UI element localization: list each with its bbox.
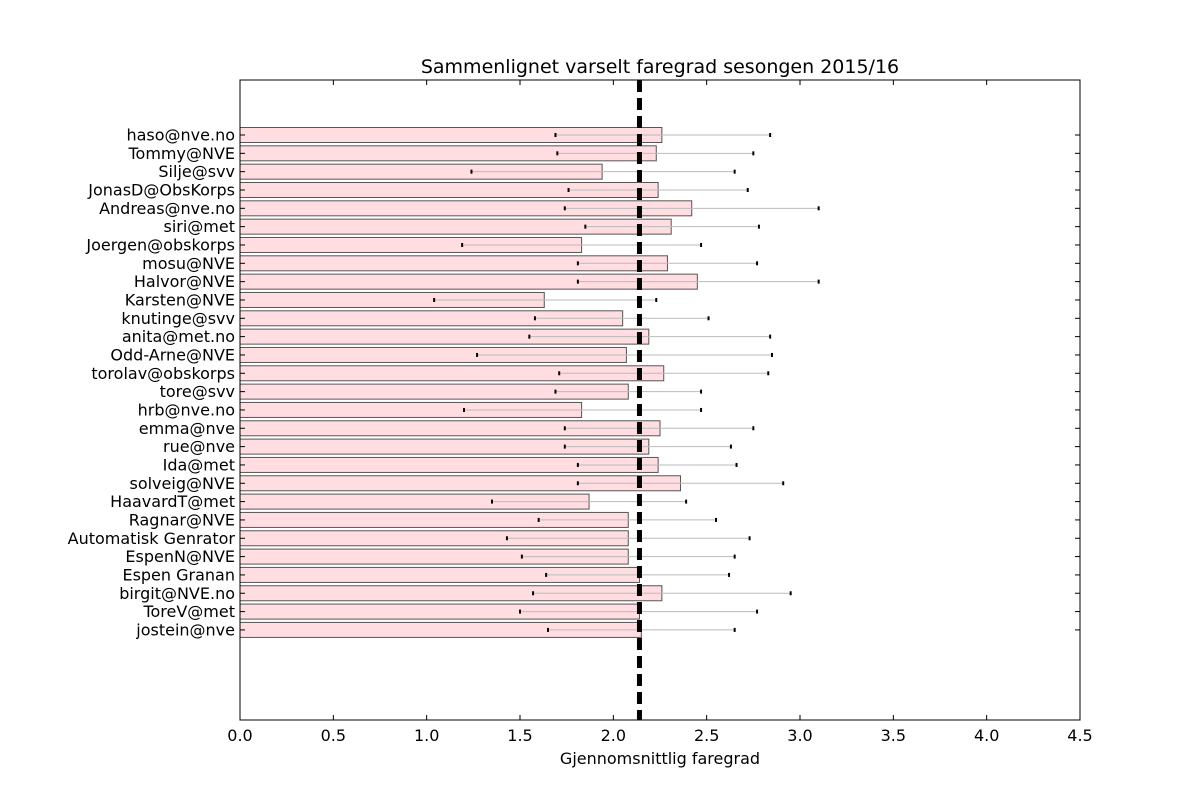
y-tick-label: Karsten@NVE [125, 290, 235, 309]
x-tick-label: 2.0 [601, 726, 626, 745]
y-tick-label: Halvor@NVE [134, 272, 235, 291]
y-tick-label: Joergen@obskorps [85, 235, 235, 254]
y-tick-label: Tommy@NVE [127, 144, 235, 163]
y-tick-label: rue@nve [163, 437, 235, 456]
x-tick-label: 1.5 [507, 726, 532, 745]
y-axis: haso@nve.noTommy@NVESilje@svvJonasD@ObsK… [68, 126, 1080, 639]
y-tick-label: JonasD@ObsKorps [87, 180, 235, 199]
y-tick-label: haso@nve.no [126, 126, 235, 145]
x-axis: 0.0 0.5 1.0 1.5 2.0 2.5 3.0 3.5 4.0 4.5 [227, 80, 1093, 745]
y-tick-label: HaavardT@met [110, 492, 235, 511]
y-tick-label: anita@met.no [122, 327, 235, 346]
x-tick-label: 2.5 [694, 726, 719, 745]
y-tick-label: emma@nve [139, 419, 235, 438]
y-tick-label: solveig@NVE [129, 474, 235, 493]
chart-title: Sammenlignet varselt faregrad sesongen 2… [421, 56, 899, 78]
x-tick-label: 4.0 [974, 726, 999, 745]
y-tick-label: Ragnar@NVE [129, 510, 235, 529]
y-tick-label: knutinge@svv [121, 309, 235, 328]
x-tick-label: 3.5 [881, 726, 906, 745]
plot-frame [239, 79, 1081, 721]
y-tick-label: birgit@NVE.no [119, 584, 235, 603]
y-tick-label: Espen Granan [122, 565, 235, 584]
x-tick-label: 0.0 [227, 726, 252, 745]
x-axis-label: Gjennomsnittlig faregrad [560, 749, 760, 768]
y-tick-label: siri@met [163, 217, 235, 236]
y-tick-label: Silje@svv [158, 162, 235, 181]
y-tick-label: jostein@nve [135, 620, 235, 639]
y-tick-label: tore@svv [160, 382, 235, 401]
y-tick-label: ToreV@met [142, 602, 235, 621]
y-tick-label: Automatisk Genrator [68, 529, 236, 548]
x-tick-label: 0.5 [321, 726, 346, 745]
y-tick-label: hrb@nve.no [138, 400, 235, 419]
y-tick-label: torolav@obskorps [91, 364, 235, 383]
error-bars-layer [433, 133, 820, 632]
x-tick-label: 1.0 [414, 726, 439, 745]
y-tick-label: EspenN@NVE [125, 547, 235, 566]
y-tick-label: Ida@met [163, 455, 235, 474]
x-tick-label: 4.5 [1067, 726, 1092, 745]
y-tick-label: mosu@NVE [142, 254, 235, 273]
y-tick-label: Andreas@nve.no [99, 199, 235, 218]
y-tick-label: Odd-Arne@NVE [110, 345, 235, 364]
x-tick-label: 3.0 [787, 726, 812, 745]
